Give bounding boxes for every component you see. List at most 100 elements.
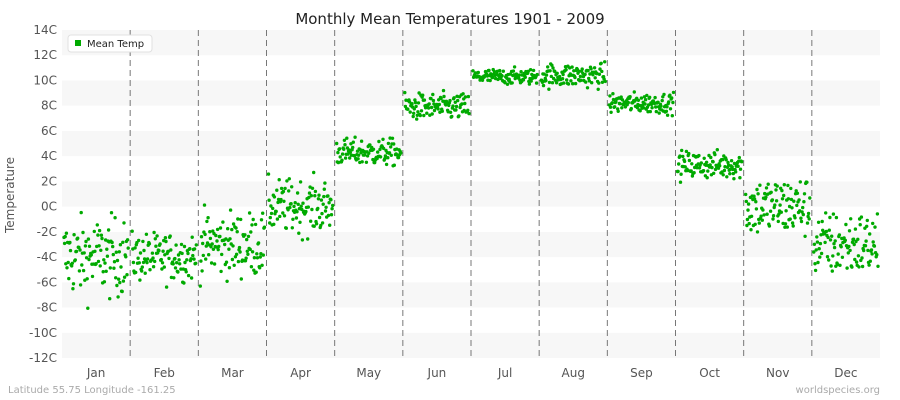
data-point — [114, 276, 118, 280]
data-point — [862, 248, 866, 253]
data-point — [211, 247, 216, 251]
data-point — [702, 156, 706, 160]
data-point — [192, 247, 197, 251]
data-point — [234, 226, 238, 230]
data-point — [737, 155, 741, 160]
data-point — [712, 171, 716, 175]
data-point — [111, 244, 115, 249]
data-point — [740, 160, 744, 164]
data-point — [778, 203, 782, 207]
data-point — [501, 69, 505, 73]
data-point — [410, 102, 414, 106]
data-point — [806, 211, 811, 216]
data-point — [235, 230, 239, 234]
data-point — [117, 250, 122, 254]
data-point — [275, 188, 279, 192]
data-point — [619, 95, 623, 99]
data-point — [573, 81, 578, 86]
data-point — [256, 241, 261, 245]
data-point — [335, 141, 339, 146]
data-point — [752, 197, 757, 201]
data-point — [186, 251, 190, 256]
data-point — [83, 244, 88, 248]
data-point — [547, 87, 551, 91]
data-point — [753, 222, 757, 226]
data-point — [415, 117, 419, 121]
data-point — [596, 87, 600, 92]
data-point — [713, 152, 717, 157]
data-point — [261, 253, 265, 257]
data-point — [426, 106, 431, 110]
data-point — [386, 141, 391, 146]
data-point — [313, 194, 317, 198]
data-point — [387, 151, 392, 155]
data-point — [585, 86, 590, 90]
data-point — [823, 240, 827, 245]
data-point — [747, 221, 751, 226]
data-point — [762, 213, 766, 217]
data-point — [678, 154, 682, 158]
data-point — [422, 98, 427, 102]
data-point — [758, 183, 762, 187]
data-point — [377, 139, 381, 144]
data-point — [86, 306, 90, 310]
data-point — [312, 170, 316, 175]
data-point — [786, 197, 791, 201]
data-point — [67, 276, 71, 281]
data-point — [282, 199, 286, 203]
data-point — [808, 196, 812, 200]
data-point — [458, 105, 462, 110]
data-point — [725, 175, 729, 179]
data-point — [875, 253, 879, 257]
data-point — [847, 244, 851, 249]
data-point — [820, 219, 824, 224]
data-point — [871, 221, 875, 226]
data-point — [471, 69, 475, 73]
data-point — [600, 69, 604, 74]
data-point — [732, 177, 736, 181]
data-point — [310, 186, 315, 190]
data-point — [859, 215, 864, 219]
data-point — [223, 242, 227, 247]
data-point — [754, 207, 759, 211]
data-point — [254, 270, 258, 274]
data-point — [243, 259, 248, 263]
data-point — [108, 297, 112, 301]
grid-band — [62, 156, 880, 182]
data-point — [279, 197, 283, 202]
data-point — [345, 136, 349, 140]
data-point — [321, 202, 325, 206]
data-point — [755, 230, 760, 234]
data-point — [665, 113, 670, 117]
data-point — [838, 263, 842, 267]
data-point — [639, 96, 644, 100]
data-point — [194, 243, 198, 247]
data-point — [145, 257, 150, 261]
data-point — [531, 68, 536, 73]
data-point — [283, 186, 287, 191]
data-point — [711, 160, 715, 164]
data-point — [307, 195, 311, 200]
data-point — [66, 260, 70, 265]
data-point — [592, 66, 597, 70]
data-point — [701, 169, 706, 173]
data-point — [863, 244, 868, 248]
x-axis-ticks: Jan Feb Mar Apr May Jun Jul Aug Sep Oct Nov Dec — [86, 366, 858, 380]
y-tick-label: -4C — [37, 250, 57, 264]
data-point — [161, 249, 165, 253]
data-point — [252, 268, 256, 272]
data-point — [68, 240, 72, 245]
data-point — [261, 211, 265, 215]
data-point — [182, 244, 187, 249]
data-point — [791, 224, 795, 228]
data-point — [412, 111, 416, 116]
data-point — [324, 205, 328, 209]
data-point — [851, 237, 856, 241]
data-point — [203, 232, 207, 237]
data-point — [97, 244, 101, 248]
data-point — [749, 214, 754, 218]
data-point — [476, 70, 480, 75]
data-point — [765, 212, 769, 216]
data-point — [418, 113, 422, 118]
